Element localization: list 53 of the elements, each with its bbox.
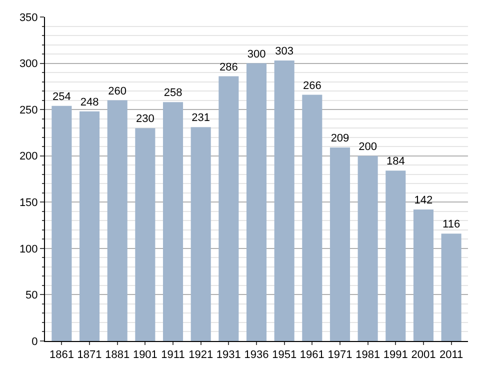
data-label: 260 [108,85,127,98]
x-tick-label: 1901 [132,349,158,362]
x-tick-label: 1921 [188,349,214,362]
y-tick-label: 50 [26,290,38,302]
x-tick-label: 1936 [244,349,269,362]
bar [162,102,184,341]
data-label: 116 [442,218,460,231]
data-label: 303 [275,46,294,58]
bar [413,210,434,341]
x-tick-label: 1971 [328,349,352,362]
data-label: 231 [192,112,210,124]
x-tick-label: 1951 [272,349,297,362]
bar [52,106,72,341]
bar [274,60,294,341]
y-tick-label: 250 [19,104,38,116]
data-label: 200 [358,140,377,153]
y-tick-label: 100 [19,243,38,256]
data-label: 266 [302,80,322,92]
bar [107,100,128,341]
bar [441,234,462,341]
data-label: 184 [386,156,405,168]
bar [135,128,156,341]
data-label: 230 [136,113,154,126]
bar [358,156,378,341]
data-label: 254 [52,90,71,103]
bar [302,94,322,341]
x-tick-label: 1911 [161,349,185,362]
x-tick-label: 1981 [356,349,380,362]
data-label: 286 [219,61,238,74]
data-label: 209 [330,132,350,145]
x-tick-label: 1931 [216,349,241,362]
data-label: 142 [414,194,433,207]
y-tick-label: 300 [19,58,38,70]
bar [190,127,211,341]
x-tick-label: 1871 [77,349,102,362]
bar [330,148,350,341]
x-tick-label: 2011 [439,349,464,362]
bar [246,63,267,341]
data-label: 258 [164,87,182,100]
x-tick-label: 1961 [300,349,324,362]
x-tick-label: 2001 [411,349,436,362]
y-tick-label: 200 [19,150,38,163]
y-tick-label: 150 [19,196,38,209]
x-tick-label: 1991 [383,349,408,362]
data-label: 248 [80,96,99,108]
data-label: 300 [247,48,266,60]
y-tick-label: 350 [19,12,38,24]
bar [218,76,239,341]
x-tick-label: 1861 [49,349,74,362]
bar [80,111,100,341]
x-tick-label: 1881 [105,349,130,362]
y-tick-label: 0 [32,336,38,348]
bar [386,170,406,341]
